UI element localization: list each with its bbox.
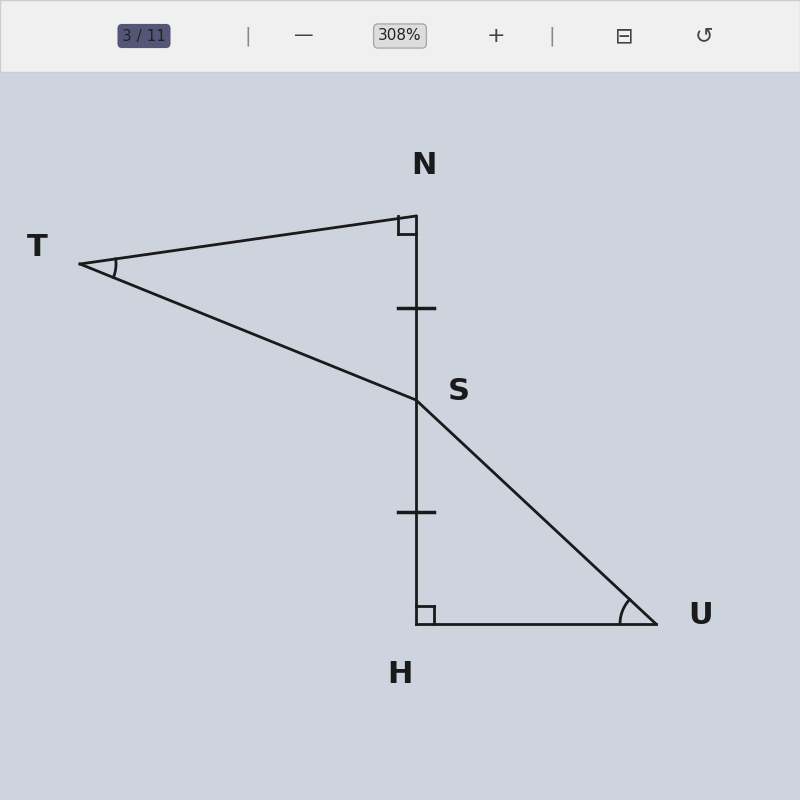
Text: U: U bbox=[688, 602, 713, 630]
Text: H: H bbox=[387, 660, 413, 689]
Text: |: | bbox=[245, 26, 251, 46]
Text: ↺: ↺ bbox=[694, 26, 714, 46]
Text: N: N bbox=[411, 151, 437, 180]
Text: 308%: 308% bbox=[378, 29, 422, 43]
Text: T: T bbox=[27, 234, 48, 262]
Text: S: S bbox=[448, 378, 470, 406]
Text: |: | bbox=[549, 26, 555, 46]
Text: —: — bbox=[294, 26, 314, 46]
FancyBboxPatch shape bbox=[0, 0, 800, 72]
Text: ⊟: ⊟ bbox=[614, 26, 634, 46]
Text: 3 / 11: 3 / 11 bbox=[122, 29, 166, 43]
Text: +: + bbox=[486, 26, 506, 46]
